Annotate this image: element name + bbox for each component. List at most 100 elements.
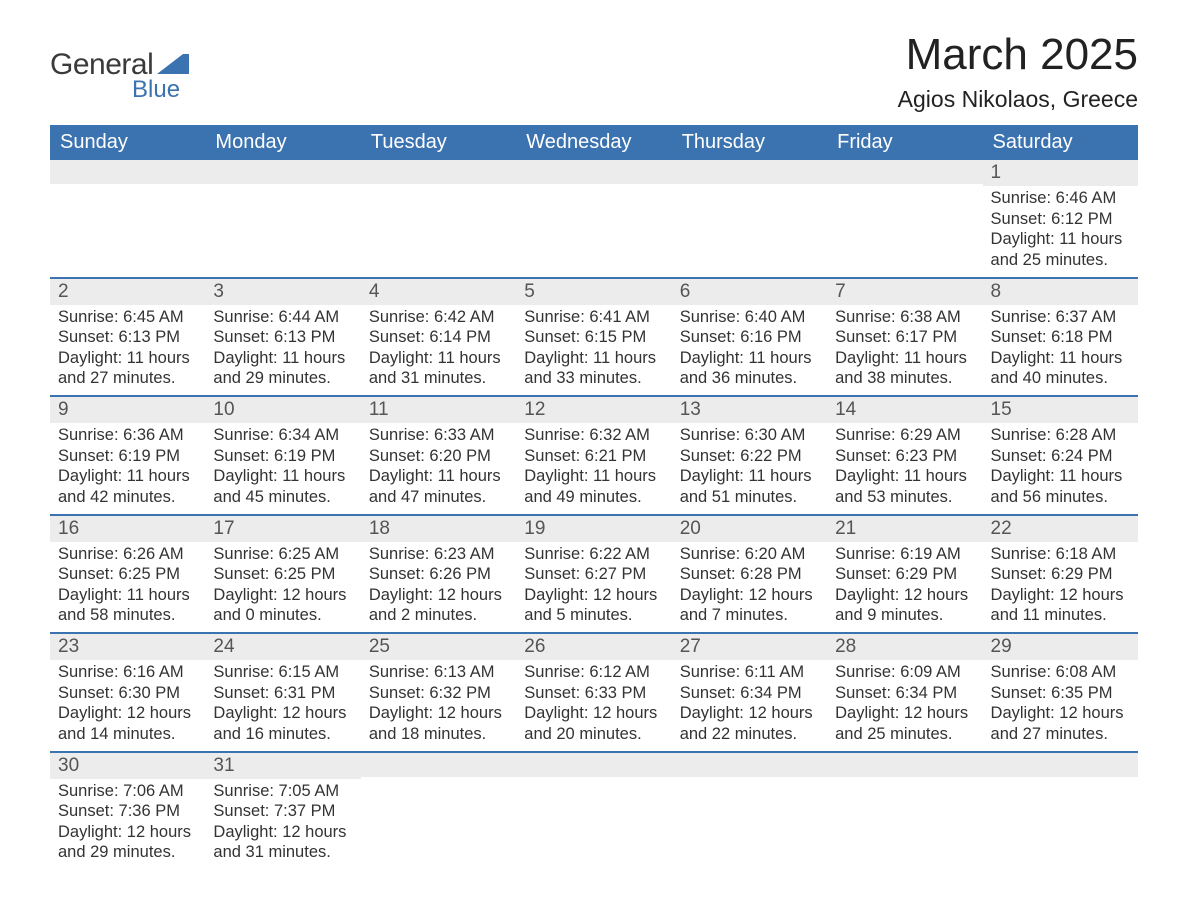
calendar-cell: 3Sunrise: 6:44 AMSunset: 6:13 PMDaylight…: [205, 278, 360, 397]
day-number: [516, 160, 671, 184]
day-daylight1-line: Daylight: 12 hours: [991, 585, 1130, 606]
day-number: 10: [205, 397, 360, 423]
day-sunrise-line: Sunrise: 6:08 AM: [991, 662, 1130, 683]
day-data: Sunrise: 6:26 AMSunset: 6:25 PMDaylight:…: [50, 542, 205, 633]
calendar-cell: 8Sunrise: 6:37 AMSunset: 6:18 PMDaylight…: [983, 278, 1138, 397]
day-data: Sunrise: 6:25 AMSunset: 6:25 PMDaylight:…: [205, 542, 360, 633]
calendar-cell: [516, 160, 671, 278]
day-daylight2-line: and 42 minutes.: [58, 487, 197, 508]
day-daylight2-line: and 40 minutes.: [991, 368, 1130, 389]
day-sunrise-line: Sunrise: 6:34 AM: [213, 425, 352, 446]
day-daylight1-line: Daylight: 12 hours: [58, 822, 197, 843]
day-daylight2-line: and 51 minutes.: [680, 487, 819, 508]
day-daylight1-line: Daylight: 12 hours: [680, 703, 819, 724]
day-daylight2-line: and 31 minutes.: [369, 368, 508, 389]
day-number: [672, 753, 827, 777]
day-sunrise-line: Sunrise: 6:36 AM: [58, 425, 197, 446]
month-title: March 2025: [898, 30, 1138, 80]
calendar-cell: 28Sunrise: 6:09 AMSunset: 6:34 PMDayligh…: [827, 633, 982, 752]
calendar-week-row: 16Sunrise: 6:26 AMSunset: 6:25 PMDayligh…: [50, 515, 1138, 634]
day-number: 9: [50, 397, 205, 423]
day-number: 19: [516, 516, 671, 542]
day-sunrise-line: Sunrise: 6:13 AM: [369, 662, 508, 683]
day-sunset-line: Sunset: 6:34 PM: [835, 683, 974, 704]
day-number: 28: [827, 634, 982, 660]
day-data: Sunrise: 6:38 AMSunset: 6:17 PMDaylight:…: [827, 305, 982, 396]
day-data: Sunrise: 6:29 AMSunset: 6:23 PMDaylight:…: [827, 423, 982, 514]
day-number: 8: [983, 279, 1138, 305]
day-daylight2-line: and 16 minutes.: [213, 724, 352, 745]
day-daylight2-line: and 11 minutes.: [991, 605, 1130, 626]
calendar-cell: 17Sunrise: 6:25 AMSunset: 6:25 PMDayligh…: [205, 515, 360, 634]
day-sunset-line: Sunset: 6:18 PM: [991, 327, 1130, 348]
weekday-header: Thursday: [672, 125, 827, 160]
day-sunset-line: Sunset: 7:36 PM: [58, 801, 197, 822]
day-number: 16: [50, 516, 205, 542]
calendar-cell: [50, 160, 205, 278]
day-daylight1-line: Daylight: 12 hours: [524, 585, 663, 606]
calendar-cell: 19Sunrise: 6:22 AMSunset: 6:27 PMDayligh…: [516, 515, 671, 634]
day-daylight1-line: Daylight: 11 hours: [991, 466, 1130, 487]
day-data: Sunrise: 7:05 AMSunset: 7:37 PMDaylight:…: [205, 779, 360, 870]
calendar-cell: 29Sunrise: 6:08 AMSunset: 6:35 PMDayligh…: [983, 633, 1138, 752]
day-sunrise-line: Sunrise: 6:42 AM: [369, 307, 508, 328]
day-daylight1-line: Daylight: 11 hours: [58, 585, 197, 606]
day-daylight1-line: Daylight: 12 hours: [835, 585, 974, 606]
day-number: [361, 753, 516, 777]
calendar-cell: 5Sunrise: 6:41 AMSunset: 6:15 PMDaylight…: [516, 278, 671, 397]
weekday-header: Monday: [205, 125, 360, 160]
calendar-cell: 26Sunrise: 6:12 AMSunset: 6:33 PMDayligh…: [516, 633, 671, 752]
day-data: Sunrise: 6:36 AMSunset: 6:19 PMDaylight:…: [50, 423, 205, 514]
day-number: 3: [205, 279, 360, 305]
day-sunset-line: Sunset: 6:22 PM: [680, 446, 819, 467]
day-daylight1-line: Daylight: 11 hours: [369, 466, 508, 487]
day-daylight1-line: Daylight: 12 hours: [213, 585, 352, 606]
day-number: [983, 753, 1138, 777]
calendar-cell: 20Sunrise: 6:20 AMSunset: 6:28 PMDayligh…: [672, 515, 827, 634]
weekday-header: Friday: [827, 125, 982, 160]
calendar-cell: 13Sunrise: 6:30 AMSunset: 6:22 PMDayligh…: [672, 396, 827, 515]
weekday-header: Saturday: [983, 125, 1138, 160]
day-daylight1-line: Daylight: 11 hours: [524, 466, 663, 487]
calendar-week-row: 23Sunrise: 6:16 AMSunset: 6:30 PMDayligh…: [50, 633, 1138, 752]
day-daylight1-line: Daylight: 12 hours: [680, 585, 819, 606]
day-daylight1-line: Daylight: 11 hours: [991, 229, 1130, 250]
day-number: [672, 160, 827, 184]
day-sunrise-line: Sunrise: 6:16 AM: [58, 662, 197, 683]
day-number: [827, 753, 982, 777]
day-number: 31: [205, 753, 360, 779]
day-number: 2: [50, 279, 205, 305]
day-sunset-line: Sunset: 6:34 PM: [680, 683, 819, 704]
weekday-header: Sunday: [50, 125, 205, 160]
day-daylight2-line: and 31 minutes.: [213, 842, 352, 863]
day-daylight2-line: and 58 minutes.: [58, 605, 197, 626]
calendar-cell: [361, 160, 516, 278]
day-daylight2-line: and 5 minutes.: [524, 605, 663, 626]
day-data: [827, 777, 982, 785]
day-data: [672, 184, 827, 192]
day-sunrise-line: Sunrise: 6:12 AM: [524, 662, 663, 683]
day-daylight2-line: and 25 minutes.: [835, 724, 974, 745]
day-data: Sunrise: 6:12 AMSunset: 6:33 PMDaylight:…: [516, 660, 671, 751]
day-data: Sunrise: 6:28 AMSunset: 6:24 PMDaylight:…: [983, 423, 1138, 514]
day-sunset-line: Sunset: 6:26 PM: [369, 564, 508, 585]
day-daylight1-line: Daylight: 11 hours: [991, 348, 1130, 369]
day-sunset-line: Sunset: 6:19 PM: [213, 446, 352, 467]
day-number: 6: [672, 279, 827, 305]
day-number: 4: [361, 279, 516, 305]
day-data: Sunrise: 6:08 AMSunset: 6:35 PMDaylight:…: [983, 660, 1138, 751]
day-sunset-line: Sunset: 6:15 PM: [524, 327, 663, 348]
day-daylight2-line: and 53 minutes.: [835, 487, 974, 508]
day-sunrise-line: Sunrise: 6:30 AM: [680, 425, 819, 446]
day-sunset-line: Sunset: 6:28 PM: [680, 564, 819, 585]
day-daylight1-line: Daylight: 11 hours: [680, 466, 819, 487]
day-data: [672, 777, 827, 785]
day-sunrise-line: Sunrise: 6:44 AM: [213, 307, 352, 328]
day-data: Sunrise: 6:46 AMSunset: 6:12 PMDaylight:…: [983, 186, 1138, 277]
day-daylight1-line: Daylight: 11 hours: [835, 348, 974, 369]
calendar-cell: 9Sunrise: 6:36 AMSunset: 6:19 PMDaylight…: [50, 396, 205, 515]
day-data: Sunrise: 6:40 AMSunset: 6:16 PMDaylight:…: [672, 305, 827, 396]
calendar-week-row: 9Sunrise: 6:36 AMSunset: 6:19 PMDaylight…: [50, 396, 1138, 515]
day-daylight1-line: Daylight: 11 hours: [213, 348, 352, 369]
day-data: [983, 777, 1138, 785]
